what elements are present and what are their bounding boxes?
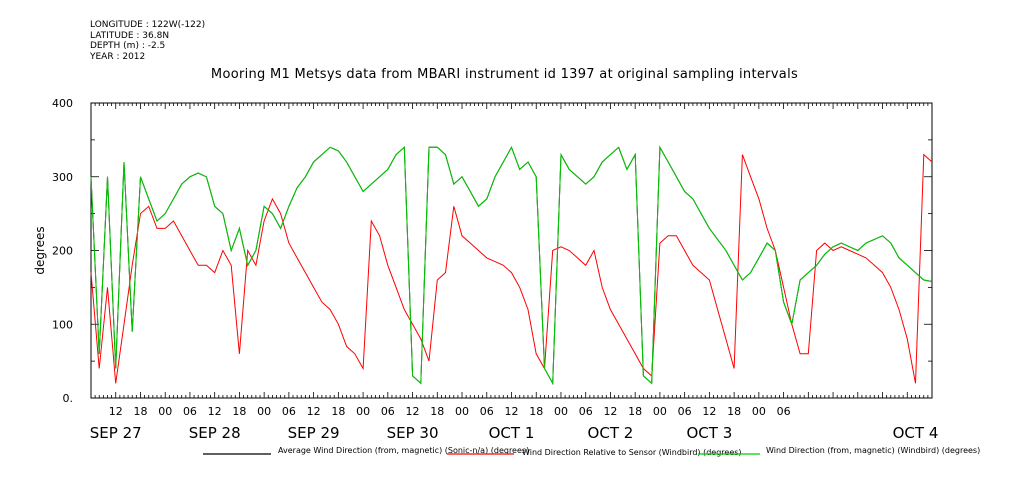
y-tick-label: 0. xyxy=(63,392,74,405)
x-tick-label: 00 xyxy=(752,405,766,418)
y-tick-label: 200 xyxy=(52,245,73,258)
longitude-text: LONGITUDE : 122W(-122) xyxy=(90,20,206,30)
x-tick-label: 12 xyxy=(109,405,123,418)
legend-label-3: Wind Direction (from, magnetic) (Windbir… xyxy=(766,446,980,455)
x-tick-label: 00 xyxy=(356,405,370,418)
x-tick-label: 06 xyxy=(777,405,791,418)
metadata-block: LONGITUDE : 122W(-122) LATITUDE : 36.8N … xyxy=(90,20,205,62)
x-tick-label: 06 xyxy=(480,405,494,418)
x-tick-label: 12 xyxy=(702,405,716,418)
x-tick-label: 18 xyxy=(727,405,741,418)
x-tick-label: 18 xyxy=(529,405,543,418)
x-tick-label: 06 xyxy=(678,405,692,418)
series-group xyxy=(90,145,933,386)
x-tick-label: 00 xyxy=(257,405,271,418)
series-line-3 xyxy=(90,145,933,386)
x-day-label: OCT 1 xyxy=(489,424,535,442)
depth-text: DEPTH (m) : -2.5 xyxy=(90,41,166,51)
y-tick-label: 400 xyxy=(52,97,73,110)
x-tick-label: 18 xyxy=(331,405,345,418)
x-tick-label: 12 xyxy=(406,405,420,418)
series-line-2 xyxy=(90,153,933,384)
x-day-label: OCT 3 xyxy=(686,424,732,442)
legend: Average Wind Direction (from, magnetic) … xyxy=(203,446,980,457)
x-tick-label: 12 xyxy=(603,405,617,418)
latitude-text: LATITUDE : 36.8N xyxy=(90,30,170,41)
x-tick-label: 06 xyxy=(381,405,395,418)
x-day-label: SEP 28 xyxy=(189,424,241,442)
x-tick-label: 00 xyxy=(455,405,469,418)
x-tick-label: 18 xyxy=(232,405,246,418)
tick-marks xyxy=(90,102,933,399)
x-tick-label: 00 xyxy=(653,405,667,418)
y-tick-label: 300 xyxy=(52,171,73,184)
chart-title: Mooring M1 Metsys data from MBARI instru… xyxy=(210,67,799,82)
x-day-label: OCT 2 xyxy=(588,424,634,442)
x-tick-label: 18 xyxy=(628,405,642,418)
x-day-label: SEP 30 xyxy=(387,424,439,442)
x-tick-label: 12 xyxy=(505,405,519,418)
x-tick-label: 06 xyxy=(579,405,593,418)
y-tick-labels: 0. 100 200 300 400 xyxy=(52,97,73,405)
year-text: YEAR : 2012 xyxy=(90,51,146,62)
x-day-label: SEP 29 xyxy=(288,424,340,442)
legend-label-2: Wind Direction Relative to Sensor (Windb… xyxy=(522,448,742,457)
x-day-labels: SEP 27 SEP 28 SEP 29 SEP 30 OCT 1 OCT 2 OCT 3 O… xyxy=(90,424,939,442)
x-day-label: SEP 27 xyxy=(90,424,142,442)
y-axis-label: degrees xyxy=(33,226,47,274)
x-tick-label: 18 xyxy=(133,405,147,418)
x-tick-label: 12 xyxy=(307,405,321,418)
x-tick-labels: 12 18 00 06 12 18 00 06 12 18 00 06 12 18 00 06 12 18 00 06… xyxy=(109,405,791,418)
x-tick-label: 00 xyxy=(554,405,568,418)
x-tick-label: 06 xyxy=(183,405,197,418)
x-tick-label: 06 xyxy=(282,405,296,418)
x-tick-label: 18 xyxy=(430,405,444,418)
x-day-label: OCT 4 xyxy=(893,424,939,442)
x-tick-label: 00 xyxy=(158,405,172,418)
legend-label-1: Average Wind Direction (from, magnetic) … xyxy=(278,446,529,455)
y-tick-label: 100 xyxy=(52,318,73,331)
x-tick-label: 12 xyxy=(208,405,222,418)
